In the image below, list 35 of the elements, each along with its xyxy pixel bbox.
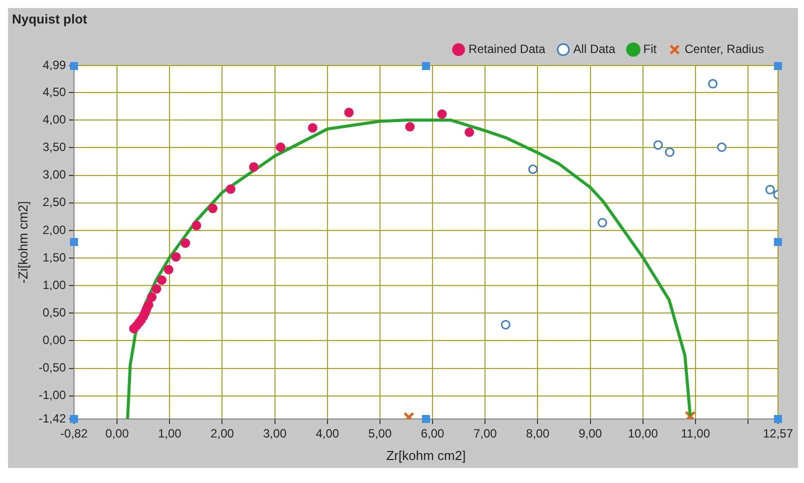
x-axis-title: Zr[kohm cm2]	[386, 448, 466, 463]
legend-label: Fit	[643, 42, 658, 56]
x-tick-label: 1,00	[158, 426, 182, 441]
x-tick-label: 3,00	[263, 426, 287, 441]
y-tick-label: 4,50	[42, 84, 66, 99]
x-tick-label: 5,00	[368, 426, 392, 441]
y-tick-label: 1,00	[42, 278, 66, 292]
y-tick-label: 3,00	[42, 168, 66, 182]
y-tick-label: 4,00	[42, 112, 66, 126]
x-tick-label: 11,00	[680, 426, 710, 441]
y-tick-label: -0,50	[38, 360, 66, 375]
legend-label: Center, Radius	[684, 42, 764, 56]
y-tick-label: -1,42	[38, 411, 66, 426]
y-tick-label: 0,50	[42, 305, 66, 320]
legend-label: Retained Data	[468, 42, 546, 56]
x-tick-label: 10,00	[628, 426, 658, 441]
x-tick-label: 0,00	[105, 426, 130, 441]
y-tick-label: 1,50	[42, 250, 66, 264]
y-tick-label: 3,50	[42, 140, 66, 154]
y-axis-title: -Zi[kohm cm2]	[15, 201, 30, 284]
x-tick-label: 2,00	[210, 426, 234, 441]
chart-title: Nyquist plot	[12, 11, 88, 26]
x-tick-label: 6,00	[420, 426, 445, 441]
x-tick-label: 8,00	[526, 426, 550, 441]
x-tick-label: 7,00	[473, 426, 498, 441]
x-tick-label: 12,57	[762, 426, 794, 441]
y-tick-label: -1,00	[38, 388, 66, 402]
y-tick-label: 0,00	[42, 333, 66, 348]
y-tick-label: 4,99	[42, 58, 66, 72]
x-tick-label: -0,82	[60, 426, 88, 441]
legend-label: All Data	[573, 42, 616, 56]
y-tick-label: 2,00	[42, 222, 66, 237]
x-tick-label: 4,00	[316, 426, 340, 441]
x-tick-label: 9,00	[578, 426, 602, 441]
y-tick-label: 2,50	[42, 195, 66, 210]
